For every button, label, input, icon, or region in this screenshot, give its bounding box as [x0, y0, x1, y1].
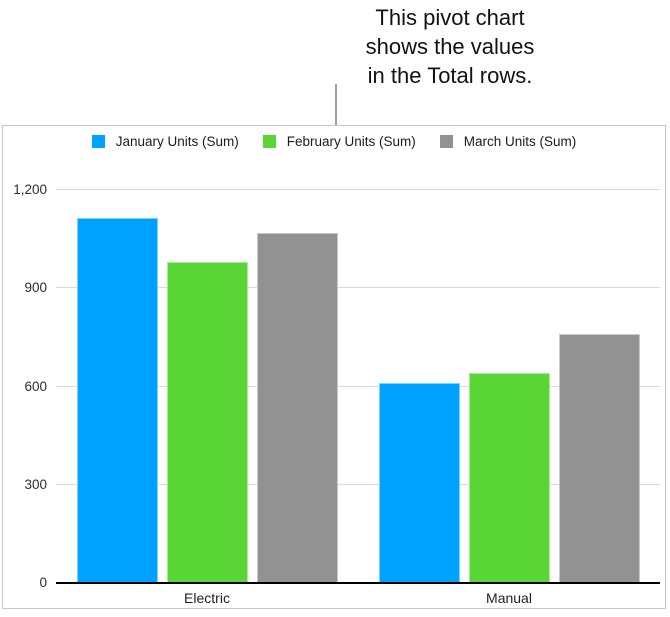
callout-line-2: shows the values	[365, 34, 535, 59]
callout-line-1: This pivot chart	[375, 5, 525, 30]
legend-label: March Units (Sum)	[463, 134, 577, 149]
bar-march-manual[interactable]	[558, 334, 640, 583]
legend-label: January Units (Sum)	[115, 134, 239, 149]
bar-march-electric[interactable]	[256, 232, 338, 583]
gridline-900	[56, 287, 660, 289]
legend-item-march-units-sum[interactable]: March Units (Sum)	[439, 134, 577, 149]
y-axis-tick-label: 600	[24, 378, 47, 394]
chart-legend: January Units (Sum) February Units (Sum) M…	[3, 134, 665, 149]
y-axis-tick-label: 1,200	[13, 182, 47, 197]
x-axis-category-label-manual: Manual	[486, 590, 532, 606]
category-group-electric	[56, 190, 358, 583]
bar-february-manual[interactable]	[468, 373, 550, 583]
gridline-300	[56, 483, 660, 485]
x-axis-labels: Electric Manual	[56, 590, 660, 606]
legend-swatch-icon	[439, 135, 453, 148]
x-axis-category-label-electric: Electric	[184, 590, 230, 606]
bar-february-electric[interactable]	[166, 262, 248, 583]
legend-swatch-icon	[91, 135, 105, 148]
pivot-chart-panel: January Units (Sum) February Units (Sum) M…	[2, 125, 666, 609]
legend-swatch-icon	[262, 135, 276, 148]
legend-item-january-units-sum[interactable]: January Units (Sum)	[91, 134, 239, 149]
callout-leader-line	[335, 84, 337, 126]
y-axis-tick-label: 300	[24, 476, 47, 492]
plot-area	[56, 189, 660, 584]
gridline-600	[56, 385, 660, 387]
legend-item-february-units-sum[interactable]: February Units (Sum)	[262, 134, 416, 149]
y-axis-tick-label: 0	[39, 575, 47, 590]
y-axis-tick-label: 900	[24, 280, 47, 296]
legend-label: February Units (Sum)	[286, 134, 416, 149]
callout-annotation: This pivot chart shows the values in the…	[300, 3, 600, 90]
x-axis-line	[56, 582, 660, 584]
bar-groups	[56, 190, 660, 583]
bar-january-manual[interactable]	[378, 383, 460, 583]
category-group-manual	[358, 190, 660, 583]
bar-january-electric[interactable]	[76, 217, 158, 583]
callout-line-3: in the Total rows.	[367, 63, 533, 88]
gridline-1200	[56, 189, 660, 190]
